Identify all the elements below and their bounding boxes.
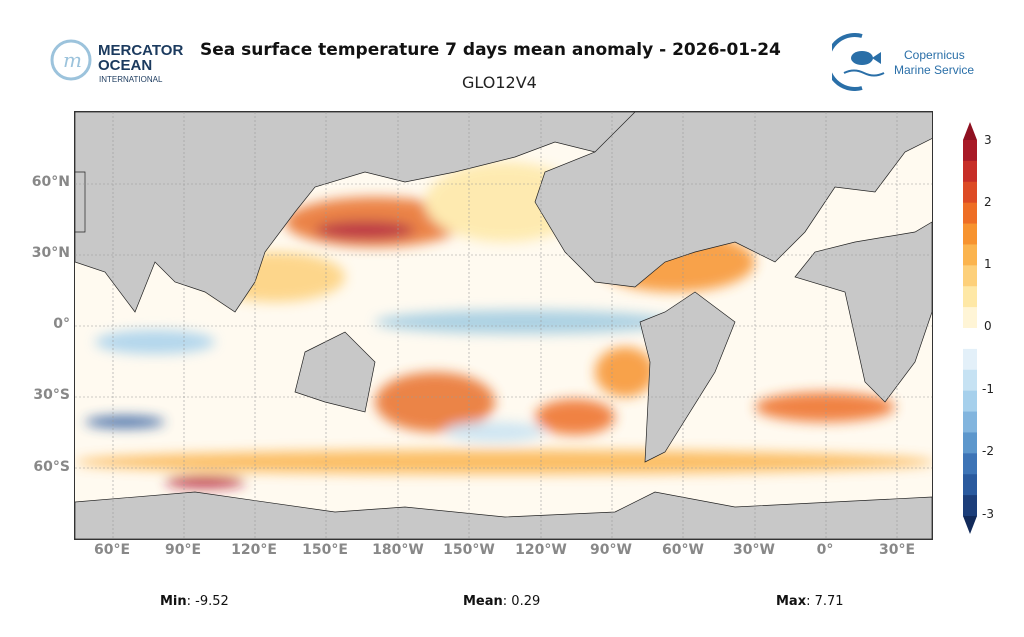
colorbar-tick: 3 bbox=[984, 133, 992, 147]
logo-text: INTERNATIONAL bbox=[99, 75, 163, 84]
colorbar-segment bbox=[963, 181, 977, 204]
copernicus-logo: Copernicus Marine Service bbox=[825, 33, 982, 91]
colorbar-segment bbox=[963, 495, 977, 517]
lon-label: 90°W bbox=[590, 542, 632, 558]
colorbar-segment bbox=[963, 307, 977, 329]
page-title: Sea surface temperature 7 days mean anom… bbox=[200, 40, 781, 60]
svg-text:m: m bbox=[63, 48, 82, 72]
mercator-ocean-logo: m MERCATOR OCEAN INTERNATIONAL bbox=[50, 38, 200, 88]
lon-label: 30°W bbox=[733, 542, 775, 558]
mean-stat: Mean: 0.29 bbox=[463, 594, 541, 609]
lat-label: 60°S bbox=[33, 459, 70, 475]
colorbar-tick: 1 bbox=[984, 257, 992, 271]
colorbar-min-arrow bbox=[963, 516, 977, 534]
lon-label: 150°E bbox=[302, 542, 348, 558]
lon-label: 120°E bbox=[231, 542, 277, 558]
min-stat: Min: -9.52 bbox=[160, 594, 229, 609]
lon-label: 0° bbox=[816, 542, 834, 558]
colorbar-segment bbox=[963, 223, 977, 245]
colorbar-segment bbox=[963, 348, 977, 371]
lon-label: 120°W bbox=[515, 542, 567, 558]
logo-text: MERCATOR bbox=[98, 42, 183, 59]
logo-text: Copernicus bbox=[904, 48, 965, 62]
colorbar-segment bbox=[963, 140, 977, 162]
colorbar bbox=[955, 120, 985, 536]
max-stat: Max: 7.71 bbox=[776, 594, 844, 609]
lon-label: 60°E bbox=[93, 542, 131, 558]
land bbox=[74, 111, 936, 540]
lon-label: 90°E bbox=[164, 542, 202, 558]
colorbar-segment bbox=[963, 411, 977, 433]
colorbar-segment bbox=[963, 453, 977, 475]
colorbar-tick: -2 bbox=[982, 444, 994, 458]
lon-label: 180°W bbox=[372, 542, 424, 558]
logo-text: OCEAN bbox=[98, 57, 152, 74]
colorbar-tick: -3 bbox=[982, 507, 994, 521]
colorbar-segment bbox=[963, 286, 977, 308]
colorbar-tick: 2 bbox=[984, 195, 992, 209]
colorbar-max-arrow bbox=[963, 122, 977, 140]
colorbar-segment bbox=[963, 202, 977, 225]
colorbar-segment bbox=[963, 244, 977, 266]
sst-anomaly-map[interactable] bbox=[74, 111, 936, 540]
colorbar-segment bbox=[963, 390, 977, 413]
colorbar-segment bbox=[963, 160, 977, 183]
lat-label: 30°N bbox=[31, 245, 70, 261]
colorbar-segment bbox=[963, 265, 977, 287]
colorbar-segment bbox=[963, 328, 977, 350]
lon-label: 60°W bbox=[662, 542, 704, 558]
lat-label: 60°N bbox=[31, 174, 70, 190]
logo-text: Marine Service bbox=[894, 63, 974, 77]
lat-label: 0° bbox=[53, 316, 70, 332]
lon-label: 30°E bbox=[878, 542, 916, 558]
colorbar-tick: -1 bbox=[982, 382, 994, 396]
lon-label: 150°W bbox=[443, 542, 495, 558]
lat-label: 30°S bbox=[33, 387, 70, 403]
colorbar-segment bbox=[963, 369, 977, 392]
colorbar-segment bbox=[963, 474, 977, 496]
colorbar-tick: 0 bbox=[984, 319, 992, 333]
model-subtitle: GLO12V4 bbox=[462, 73, 537, 92]
colorbar-segment bbox=[963, 432, 977, 454]
